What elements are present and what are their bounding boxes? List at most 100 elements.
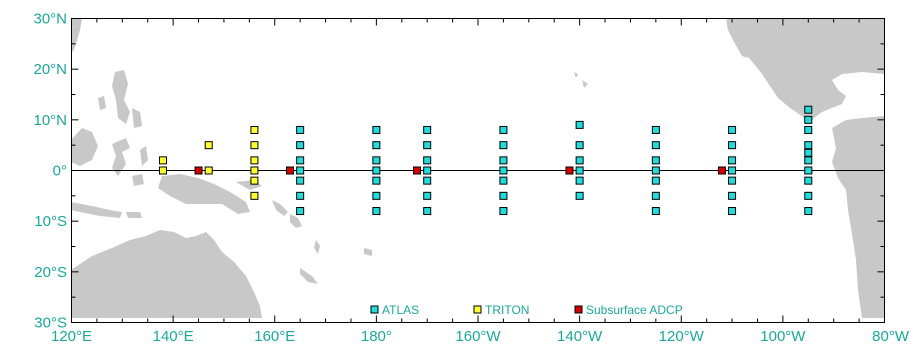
legend-triton-swatch	[473, 305, 482, 314]
atlas-mooring	[804, 105, 813, 114]
land-masses	[71, 18, 884, 318]
land-asia	[71, 18, 82, 52]
atlas-mooring	[651, 141, 660, 150]
lat-tick-label: 10°N	[33, 112, 67, 129]
land-cuba	[852, 62, 884, 70]
legend-adcp-label: Subsurface ADCP	[586, 303, 683, 317]
lat-tick-label: 10°S	[34, 213, 67, 230]
atlas-mooring	[499, 207, 508, 216]
legend-triton-label: TRITON	[485, 303, 529, 317]
atlas-mooring	[651, 125, 660, 134]
atlas-mooring	[804, 141, 813, 150]
atlas-mooring	[296, 191, 305, 200]
atlas-mooring	[499, 141, 508, 150]
land-baja	[726, 20, 748, 58]
lat-tick-label: 0°	[53, 163, 67, 180]
land-borneo	[71, 128, 98, 166]
triton-mooring	[250, 125, 259, 134]
land-hawaii-2	[582, 80, 588, 88]
legend-atlas-label: ATLAS	[382, 303, 419, 317]
lon-tick-label: 160°W	[455, 328, 501, 345]
land-vanuatu	[314, 240, 320, 254]
atlas-mooring	[499, 176, 508, 185]
triton-mooring	[204, 166, 213, 175]
atlas-mooring	[804, 125, 813, 134]
lat-tick-label: 20°N	[33, 61, 67, 78]
atlas-mooring	[296, 166, 305, 175]
triton-mooring	[158, 166, 167, 175]
legend: ATLAS TRITON Subsurface ADCP	[370, 303, 683, 317]
atlas-mooring	[651, 166, 660, 175]
land-mindanao	[132, 108, 142, 128]
atlas-mooring	[804, 166, 813, 175]
atlas-mooring	[651, 191, 660, 200]
adcp-mooring	[194, 166, 203, 175]
atlas-mooring	[651, 207, 660, 216]
land-java	[71, 202, 122, 218]
atlas-mooring	[804, 176, 813, 185]
atlas-mooring	[372, 141, 381, 150]
atlas-mooring	[423, 207, 432, 216]
lat-tick-label: 20°S	[34, 264, 67, 281]
land-new-guinea	[158, 174, 250, 214]
atlas-mooring	[499, 156, 508, 165]
atlas-mooring	[296, 176, 305, 185]
land-hawaii-1	[574, 72, 578, 78]
atlas-mooring	[575, 120, 584, 129]
land-australia	[71, 230, 262, 318]
longitude-axis-labels: 120°E 140°E 160°E 180° 160°W 140°W 120°W 100°W 8…	[51, 328, 910, 345]
lon-tick-label: 180°	[361, 328, 392, 345]
land-halmahera	[140, 146, 148, 166]
lat-tick-label: 30°N	[33, 11, 67, 28]
atlas-mooring	[423, 176, 432, 185]
lon-tick-label: 100°W	[760, 328, 806, 345]
atlas-mooring	[575, 176, 584, 185]
legend-atlas-swatch	[370, 305, 379, 314]
atlas-mooring	[575, 156, 584, 165]
lon-tick-label: 80°W	[872, 328, 910, 345]
atlas-mooring	[804, 148, 813, 157]
land-central-america	[726, 18, 884, 124]
atlas-mooring	[804, 156, 813, 165]
legend-adcp-swatch	[574, 305, 583, 314]
atlas-mooring	[499, 166, 508, 175]
land-sulawesi	[112, 138, 130, 176]
atlas-mooring	[575, 191, 584, 200]
map-frame	[71, 18, 885, 323]
mooring-markers	[158, 105, 813, 216]
lat-tick-label: 30°S	[34, 315, 67, 332]
atlas-mooring	[728, 207, 737, 216]
triton-mooring	[250, 166, 259, 175]
atlas-mooring	[296, 125, 305, 134]
land-solomons-2	[290, 214, 302, 228]
atlas-mooring	[804, 115, 813, 124]
lon-tick-label: 120°W	[659, 328, 705, 345]
atlas-mooring	[728, 156, 737, 165]
triton-mooring	[204, 141, 213, 150]
land-new-caledonia	[300, 268, 318, 284]
atlas-mooring	[372, 191, 381, 200]
atlas-mooring	[372, 166, 381, 175]
atlas-mooring	[651, 156, 660, 165]
lon-tick-label: 120°E	[51, 328, 92, 345]
atlas-mooring	[372, 207, 381, 216]
triton-mooring	[250, 176, 259, 185]
atlas-mooring	[728, 176, 737, 185]
triton-mooring	[250, 191, 259, 200]
adcp-mooring	[285, 166, 294, 175]
atlas-mooring	[575, 166, 584, 175]
atlas-mooring	[372, 125, 381, 134]
land-seram	[132, 174, 144, 186]
atlas-mooring	[728, 125, 737, 134]
adcp-mooring	[565, 166, 574, 175]
atlas-mooring	[728, 191, 737, 200]
land-palawan	[98, 96, 106, 110]
atlas-mooring	[728, 166, 737, 175]
triton-mooring	[250, 156, 259, 165]
atlas-mooring	[372, 176, 381, 185]
atlas-mooring	[423, 191, 432, 200]
atlas-mooring	[296, 156, 305, 165]
land-solomons-1	[272, 200, 288, 216]
atlas-mooring	[296, 207, 305, 216]
